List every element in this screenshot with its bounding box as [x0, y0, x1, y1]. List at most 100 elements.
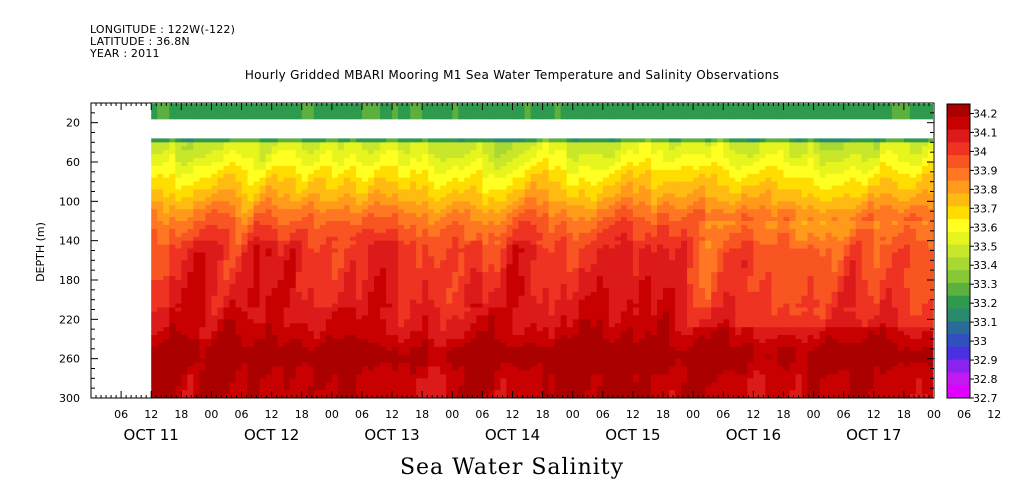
salinity-cell [343, 272, 351, 277]
salinity-cell [512, 331, 520, 336]
salinity-cell [488, 374, 496, 379]
salinity-cell [361, 378, 369, 383]
salinity-cell [313, 366, 321, 372]
salinity-cell [343, 228, 351, 234]
salinity-cell [476, 252, 483, 257]
salinity-cell [289, 307, 297, 313]
salinity-cell [392, 138, 399, 143]
salinity-cell [404, 110, 411, 116]
salinity-cell [307, 165, 315, 171]
salinity-cell [181, 185, 188, 191]
salinity-cell [530, 177, 538, 183]
salinity-cell [404, 252, 411, 257]
salinity-cell [247, 213, 255, 218]
salinity-cell [283, 374, 291, 379]
salinity-cell [211, 280, 219, 285]
salinity-cell [572, 177, 580, 183]
salinity-cell [247, 106, 255, 112]
salinity-cell [416, 335, 423, 340]
salinity-cell [428, 354, 435, 360]
salinity-cell [163, 264, 170, 269]
salinity-cell [313, 374, 321, 379]
salinity-cell [187, 193, 194, 198]
salinity-cell [367, 342, 375, 348]
salinity-cell [524, 260, 532, 265]
salinity-cell [488, 362, 496, 368]
salinity-cell [482, 138, 490, 143]
salinity-cell [319, 346, 327, 352]
salinity-cell [428, 315, 435, 320]
salinity-cell [410, 311, 417, 316]
salinity-cell [217, 252, 225, 257]
salinity-cell [187, 362, 194, 368]
salinity-cell [524, 370, 532, 375]
salinity-cell [259, 169, 267, 175]
salinity-cell [386, 209, 393, 214]
salinity-cell [464, 146, 471, 151]
salinity-cell [566, 264, 574, 269]
salinity-cell [367, 197, 375, 202]
salinity-cell [223, 256, 231, 261]
salinity-cell [349, 280, 357, 285]
salinity-cell [295, 358, 303, 364]
salinity-cell [205, 209, 213, 214]
salinity-cell [367, 224, 375, 230]
salinity-cell [349, 362, 357, 368]
salinity-cell [416, 342, 423, 348]
salinity-cell [494, 205, 502, 210]
salinity-cell [151, 185, 158, 191]
salinity-cell [560, 185, 568, 191]
salinity-cell [241, 173, 249, 179]
salinity-cell [163, 260, 170, 265]
salinity-cell [386, 177, 393, 183]
salinity-cell [422, 346, 429, 352]
salinity-cell [229, 315, 237, 320]
salinity-cell [199, 323, 207, 328]
salinity-cell [277, 291, 285, 297]
salinity-cell [464, 248, 471, 254]
salinity-cell [572, 248, 580, 254]
salinity-cell [169, 354, 176, 360]
salinity-cell [416, 138, 423, 143]
salinity-cell [223, 382, 231, 387]
salinity-cell [422, 366, 429, 372]
salinity-cell [253, 169, 261, 175]
salinity-cell [554, 221, 562, 226]
salinity-cell [283, 276, 291, 281]
salinity-cell [211, 236, 219, 242]
salinity-cell [223, 193, 231, 198]
salinity-cell [536, 197, 544, 202]
salinity-cell [211, 240, 219, 246]
salinity-cell [536, 362, 544, 368]
salinity-cell [289, 240, 297, 246]
salinity-cell [542, 154, 550, 159]
salinity-cell [422, 390, 429, 395]
salinity-cell [361, 283, 369, 289]
salinity-cell [404, 311, 411, 316]
salinity-cell [355, 362, 363, 368]
salinity-cell [374, 154, 381, 159]
salinity-cell [494, 362, 502, 368]
salinity-cell [410, 232, 417, 238]
salinity-cell [404, 173, 411, 179]
salinity-cell [500, 303, 508, 309]
salinity-cell [247, 291, 255, 297]
salinity-cell [223, 244, 231, 250]
salinity-cell [283, 260, 291, 265]
salinity-cell [157, 252, 164, 257]
salinity-cell [440, 142, 447, 147]
salinity-cell [301, 213, 309, 218]
salinity-cell [512, 217, 520, 222]
salinity-cell [386, 342, 393, 348]
salinity-cell [211, 276, 219, 281]
salinity-cell [548, 154, 556, 159]
salinity-cell [554, 256, 562, 261]
salinity-cell [404, 350, 411, 356]
salinity-cell [458, 339, 465, 344]
salinity-cell [223, 177, 231, 183]
salinity-cell [151, 248, 158, 254]
salinity-cell [229, 307, 237, 313]
salinity-cell [313, 217, 321, 222]
salinity-cell [554, 311, 562, 316]
salinity-cell [572, 181, 580, 187]
